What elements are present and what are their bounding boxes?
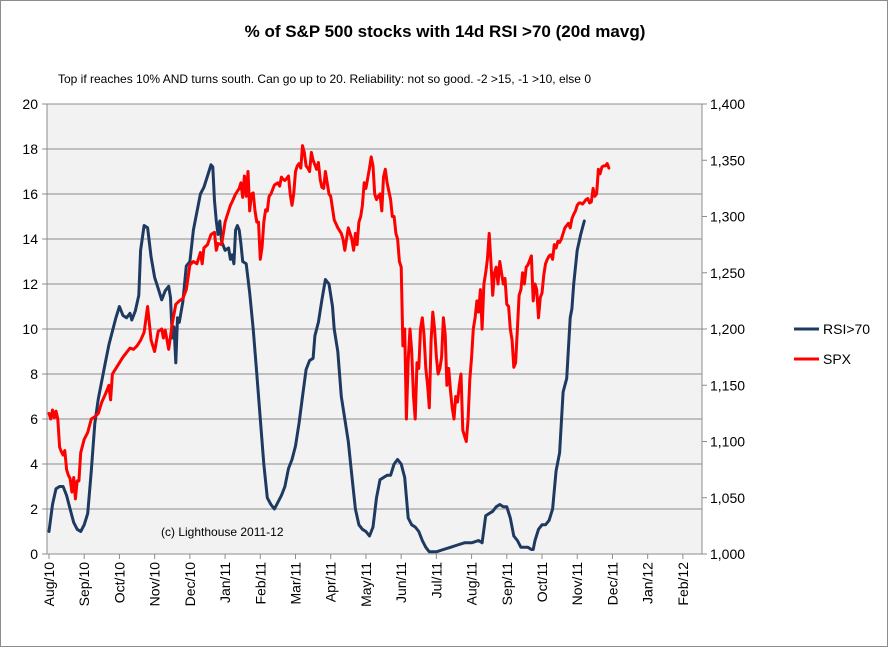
x-axis: Aug/10 Sep/10 Oct/10 Nov/10 Dec/10 Jan/11 Feb/… [41, 554, 691, 607]
copyright-annotation: (c) Lighthouse 2011-12 [161, 525, 284, 539]
left-tick-label: 18 [22, 141, 38, 157]
right-tick-label: 1,400 [710, 96, 745, 112]
right-tick-label: 1,250 [710, 265, 745, 281]
left-tick-label: 0 [30, 546, 38, 562]
grid-layer [47, 148, 702, 510]
chart-subtitle: Top if reaches 10% AND turns south. Can … [58, 72, 591, 86]
x-tick-label: Jan/12 [640, 562, 656, 604]
legend: RSI>70 SPX [794, 321, 870, 367]
left-y-axis: 0 2 4 6 8 10 12 14 16 18 20 [22, 96, 47, 562]
left-tick-label: 6 [30, 411, 38, 427]
x-tick-label: Mar/11 [288, 562, 304, 605]
right-tick-label: 1,350 [710, 152, 745, 168]
x-tick-label: Apr/11 [323, 562, 339, 602]
right-tick-label: 1,050 [710, 490, 745, 506]
left-tick-label: 4 [30, 456, 38, 472]
x-tick-label: May/11 [358, 562, 374, 607]
left-tick-label: 16 [22, 186, 38, 202]
x-tick-label: Sep/11 [499, 562, 515, 606]
left-tick-label: 10 [22, 321, 38, 337]
left-tick-label: 12 [22, 276, 38, 292]
right-y-axis: 1,000 1,050 1,100 1,150 1,200 1,250 1,300 1,350… [702, 96, 745, 562]
x-tick-label: Dec/11 [604, 562, 620, 606]
x-tick-label: Sep/10 [76, 562, 92, 607]
series-line-rsi-70 [47, 163, 586, 554]
right-tick-label: 1,100 [710, 434, 745, 450]
x-tick-label: Oct/10 [111, 562, 127, 603]
legend-label: SPX [823, 351, 852, 367]
x-tick-label: Nov/11 [569, 562, 585, 606]
right-tick-label: 1,150 [710, 377, 745, 393]
left-tick-label: 2 [30, 501, 38, 517]
x-tick-label: Aug/11 [464, 562, 480, 606]
x-tick-label: Jan/11 [217, 562, 233, 603]
series-layer [47, 144, 611, 554]
left-tick-label: 14 [22, 231, 38, 247]
x-tick-label: Nov/10 [147, 562, 163, 607]
right-tick-label: 1,200 [710, 321, 745, 337]
x-tick-label: Oct/11 [534, 562, 550, 602]
x-tick-label: Feb/11 [252, 562, 268, 605]
series-line-spx [47, 144, 611, 501]
x-tick-label: Jul/11 [428, 562, 444, 599]
x-tick-label: Aug/10 [41, 562, 57, 607]
x-tick-label: Dec/10 [182, 562, 198, 607]
left-tick-label: 20 [22, 96, 38, 112]
right-tick-label: 1,300 [710, 209, 745, 225]
chart-title: % of S&P 500 stocks with 14d RSI >70 (20… [245, 22, 646, 41]
x-tick-label: Feb/12 [675, 562, 691, 606]
left-tick-label: 8 [30, 366, 38, 382]
right-tick-label: 1,000 [710, 546, 745, 562]
x-tick-label: Jun/11 [393, 562, 409, 603]
legend-label: RSI>70 [823, 321, 870, 337]
